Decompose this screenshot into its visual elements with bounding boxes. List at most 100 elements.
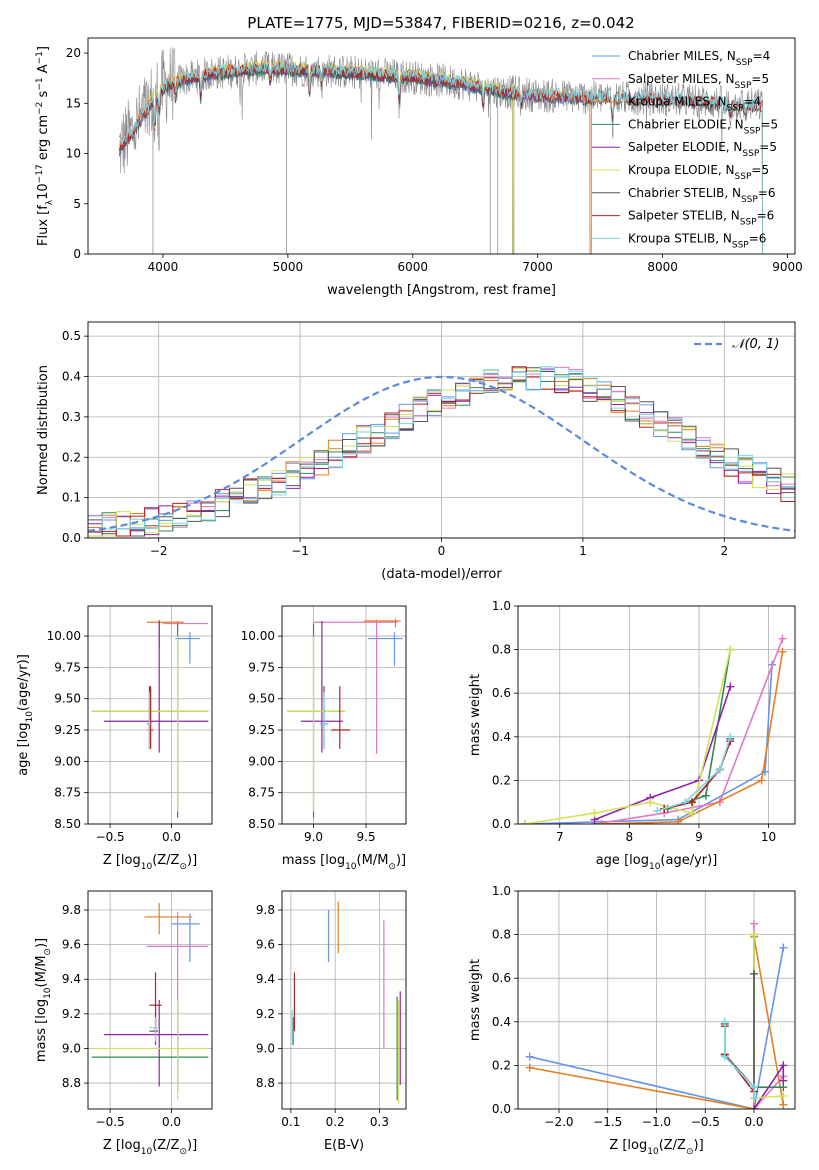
legend-label-part: Salpeter MILES, N — [628, 72, 735, 86]
mass-weight-marker-kroupa-miles — [674, 817, 683, 824]
mass-weight-marker-kroupa-miles — [757, 776, 766, 785]
x-tick-label: −1.0 — [642, 1115, 671, 1129]
y-tick-label: 0.2 — [492, 1058, 511, 1072]
legend-label: Salpeter MILES, NSSP=5 — [628, 72, 769, 91]
mass-weight-line-salpeter-elodie — [594, 686, 732, 821]
x-axis-label-part: )] — [187, 1138, 197, 1153]
legend-label-part: Kroupa STELIB, N — [628, 231, 732, 245]
legend-label-part: SSP — [742, 149, 759, 159]
legend-label-part: =5 — [760, 117, 778, 131]
y-tick-label: 5 — [73, 197, 81, 211]
legend-label: Chabrier MILES, NSSP=4 — [628, 49, 770, 68]
legend-label-part: Chabrier ELODIE, N — [628, 117, 744, 131]
y-tick-label: 1.0 — [492, 599, 511, 613]
y-axis-label-part: −1 — [35, 51, 45, 64]
legend-label: Chabrier STELIB, NSSP=6 — [628, 186, 776, 205]
y-axis-label-part: A — [36, 64, 51, 77]
mass-weight-line-chabrier-miles — [524, 664, 773, 824]
x-axis-label-part: )] — [694, 1138, 704, 1153]
y-tick-label: 9.6 — [256, 938, 275, 952]
y-axis-label: mass weight — [468, 959, 483, 1041]
mass-weight-marker-chabrier-stelib — [750, 969, 759, 978]
legend-label-part: SSP — [735, 81, 752, 91]
legend-label: Chabrier ELODIE, NSSP=5 — [628, 117, 778, 136]
legend-label-part: SSP — [727, 104, 744, 114]
x-axis-label: age [log10(age/yr)] — [596, 853, 718, 872]
y-axis-label-part: mass [log — [34, 999, 49, 1062]
y-axis-label-part: s — [36, 90, 51, 101]
x-tick-label: 8 — [626, 830, 634, 844]
y-tick-label: 10 — [66, 147, 81, 161]
y-tick-label: 8.8 — [62, 1076, 81, 1090]
axes-frame — [517, 890, 796, 1110]
y-tick-label: 0.8 — [492, 643, 511, 657]
axes-frame — [87, 37, 796, 255]
legend-label-part: Chabrier MILES, N — [628, 49, 736, 63]
y-tick-label: 9.0 — [256, 1041, 275, 1055]
x-tick-label: 4000 — [148, 260, 179, 274]
y-tick-label: 8.8 — [256, 1076, 275, 1090]
y-tick-label: 0.4 — [492, 730, 511, 744]
y-tick-label: 9.00 — [54, 754, 81, 768]
y-axis-label-part: −17 — [35, 164, 45, 183]
mass-weight-marker-salpeter-miles — [750, 919, 759, 928]
x-axis-label: Z [log10(Z/Z⊙)] — [103, 853, 197, 872]
mass-vs-metallicity-panel: −0.5 0.08.89.09.29.49.69.8Z [log10(Z/Z⊙)]… — [34, 890, 213, 1157]
legend-label-part: =5 — [751, 72, 769, 86]
mass-weight-plot-area — [520, 634, 787, 824]
y-tick-label: 10.00 — [47, 629, 81, 643]
y-tick-label: 9.50 — [248, 692, 275, 706]
legend-label-part: SSP — [741, 195, 758, 205]
mass-weight-marker-kroupa-stelib — [726, 732, 735, 741]
legend-label-part: =6 — [757, 209, 775, 223]
x-axis-label-part: )] — [187, 853, 197, 868]
x-axis-label: mass [log10(M/M⊙)] — [282, 853, 406, 872]
y-axis-label: mass [log10(M/M⊙)] — [34, 938, 53, 1062]
x-tick-label: −2 — [150, 544, 168, 558]
axes-frame — [281, 890, 407, 1110]
x-tick-label: 9 — [695, 830, 703, 844]
legend-label-part: Salpeter STELIB, N — [628, 209, 740, 223]
x-axis-label-part: ⊙ — [179, 1147, 187, 1157]
y-tick-label: 0.3 — [62, 410, 81, 424]
x-axis-label-part: 10 — [647, 1147, 659, 1157]
mass-weight-marker-salpeter-elodie — [750, 1105, 759, 1109]
x-axis-label-part: ⊙ — [179, 862, 187, 872]
age-vs-metallicity-panel: −0.5 0.0 8.50 8.75 9.00 9.25 9.50 9.75 10.00 Z [l… — [16, 605, 213, 872]
y-tick-label: 8.50 — [54, 817, 81, 831]
mass-weight-line-kroupa-stelib — [656, 736, 732, 812]
x-axis-label: (data-model)/error — [381, 567, 502, 582]
y-tick-label: 9.6 — [62, 938, 81, 952]
x-axis-label-part: (Z/Z — [152, 1138, 179, 1153]
mass-weight-line-chabrier-stelib — [724, 973, 755, 1090]
mass-weight-marker-kroupa-stelib — [720, 1017, 729, 1026]
y-tick-label: 8.50 — [248, 817, 275, 831]
x-tick-label: −1.5 — [593, 1115, 622, 1129]
x-tick-label: 0.1 — [281, 1115, 300, 1129]
x-tick-label: 1 — [579, 544, 587, 558]
mass-weight-marker-salpeter-miles — [778, 634, 787, 643]
legend-label-part: SSP — [736, 58, 753, 68]
x-axis-label: Z [log10(Z/Z⊙)] — [609, 1138, 703, 1157]
y-tick-label: 1.0 — [492, 884, 511, 898]
y-tick-label: 0.4 — [62, 370, 81, 384]
mass-weight-marker-kroupa-stelib — [750, 1083, 759, 1092]
y-tick-label: 0.0 — [62, 531, 81, 545]
mass-weight-marker-salpeter-elodie — [726, 682, 735, 691]
y-axis-label-part: 10 — [43, 987, 53, 999]
x-axis-label-part: 10 — [141, 1147, 153, 1157]
y-tick-label: 0.5 — [62, 329, 81, 343]
y-tick-label: 0.1 — [62, 491, 81, 505]
x-axis-label-part: Z [log — [103, 1138, 141, 1153]
mass-weight-marker-kroupa-stelib — [653, 806, 662, 815]
mass-weight-marker-kroupa-elodie — [750, 930, 759, 939]
residual-histogram-kroupa-stelib — [88, 366, 795, 530]
x-tick-label: 0 — [438, 544, 446, 558]
x-tick-label: 0.0 — [162, 830, 181, 844]
legend-label-part: Salpeter ELODIE, N — [628, 140, 742, 154]
legend-label-part: SSP — [740, 218, 757, 228]
x-axis-label: E(B-V) — [324, 1138, 364, 1153]
y-tick-label: 9.8 — [256, 903, 275, 917]
